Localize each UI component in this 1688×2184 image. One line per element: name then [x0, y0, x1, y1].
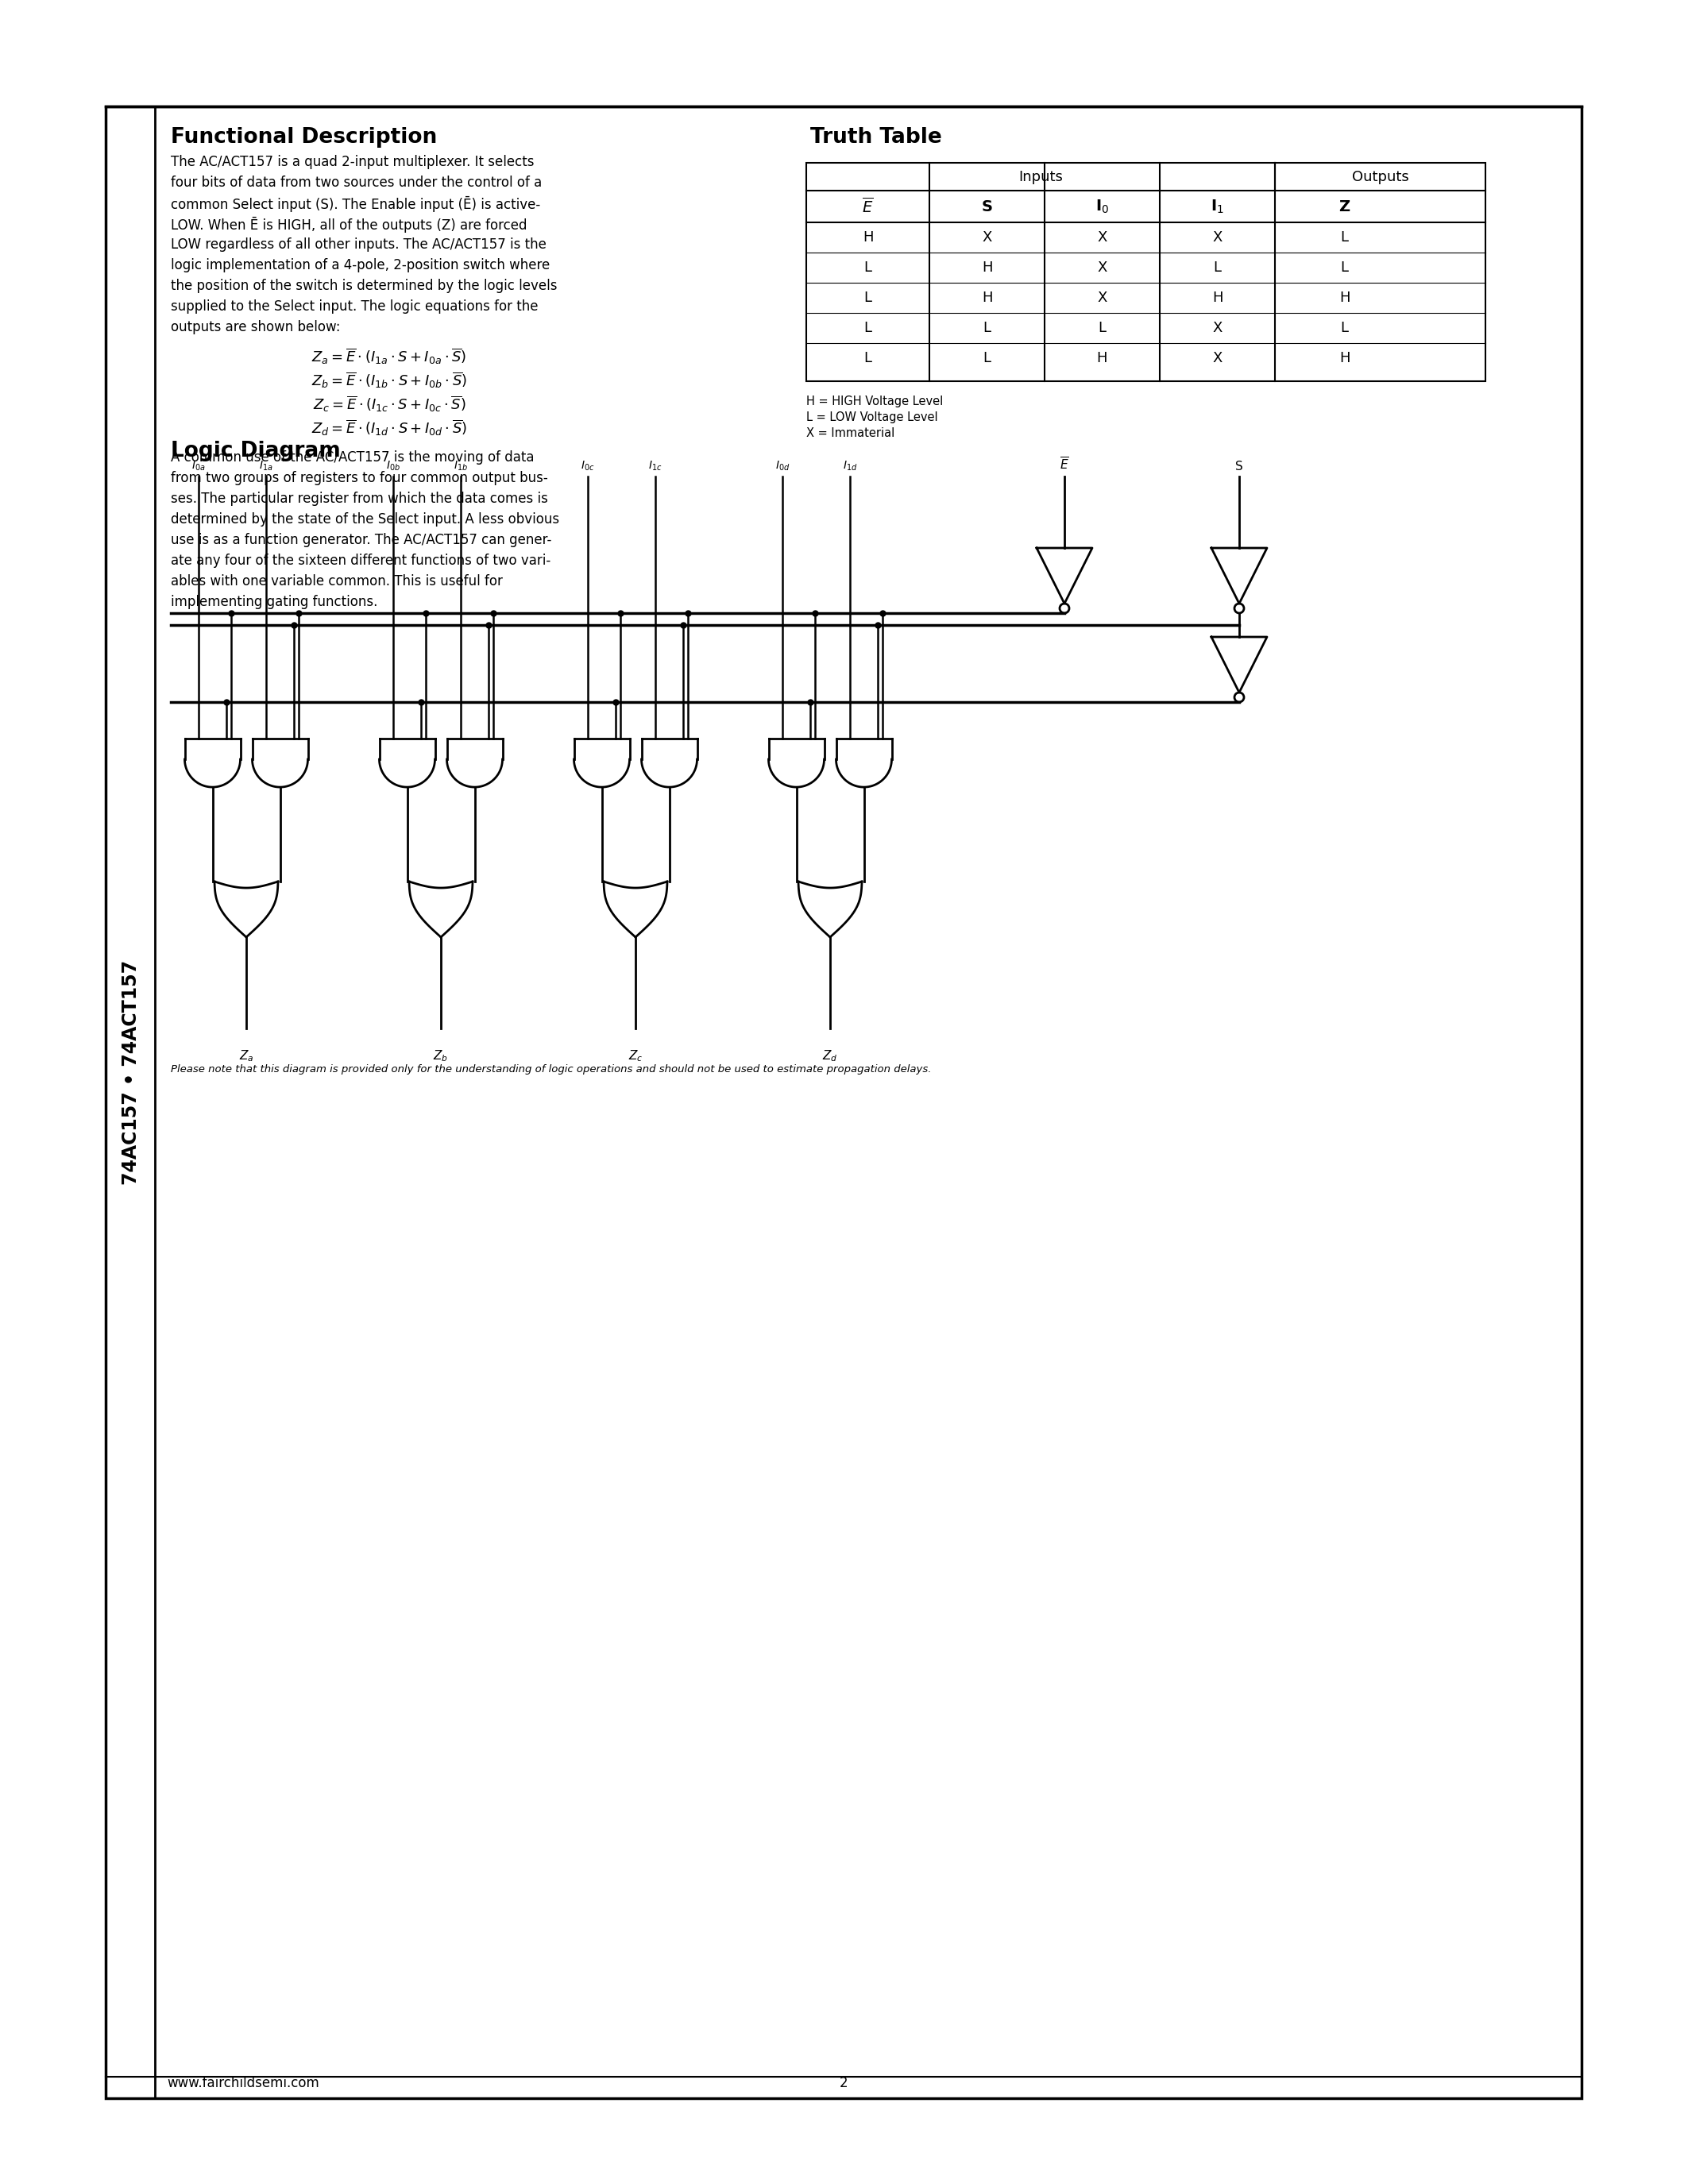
Text: 2: 2	[839, 2077, 847, 2090]
Text: $Z_d = \overline{E} \cdot (I_{1d} \cdot S + I_{0d} \cdot \overline{S})$: $Z_d = \overline{E} \cdot (I_{1d} \cdot …	[311, 419, 468, 439]
Text: $I_{0a}$: $I_{0a}$	[192, 459, 206, 472]
Text: X: X	[1212, 352, 1222, 365]
Text: H: H	[982, 290, 993, 306]
Text: www.fairchildsemi.com: www.fairchildsemi.com	[167, 2077, 319, 2090]
Text: ables with one variable common. This is useful for: ables with one variable common. This is …	[170, 574, 503, 587]
Text: Inputs: Inputs	[1018, 170, 1063, 183]
Text: $Z_a$: $Z_a$	[240, 1048, 253, 1064]
Text: I$_1$: I$_1$	[1210, 199, 1224, 214]
Text: X: X	[1097, 229, 1107, 245]
Text: H = HIGH Voltage Level: H = HIGH Voltage Level	[807, 395, 944, 408]
Text: Functional Description: Functional Description	[170, 127, 437, 149]
Text: X = Immaterial: X = Immaterial	[807, 428, 895, 439]
Text: LOW regardless of all other inputs. The AC/ACT157 is the: LOW regardless of all other inputs. The …	[170, 238, 547, 251]
Text: $\overline{E}$: $\overline{E}$	[1060, 456, 1069, 472]
Text: X: X	[1097, 260, 1107, 275]
Text: L: L	[1340, 260, 1349, 275]
Text: $I_{1b}$: $I_{1b}$	[454, 459, 468, 472]
Text: X: X	[982, 229, 993, 245]
Text: $I_{1c}$: $I_{1c}$	[648, 459, 662, 472]
Text: H: H	[863, 229, 873, 245]
Text: ate any four of the sixteen different functions of two vari-: ate any four of the sixteen different fu…	[170, 553, 550, 568]
Text: I$_0$: I$_0$	[1096, 199, 1109, 214]
Text: supplied to the Select input. The logic equations for the: supplied to the Select input. The logic …	[170, 299, 538, 314]
Text: A common use of the AC/ACT157 is the moving of data: A common use of the AC/ACT157 is the mov…	[170, 450, 533, 465]
Text: $I_{0b}$: $I_{0b}$	[387, 459, 400, 472]
Text: 74AC157 • 74ACT157: 74AC157 • 74ACT157	[122, 959, 140, 1184]
Text: H: H	[1339, 290, 1350, 306]
Text: $I_{1a}$: $I_{1a}$	[260, 459, 273, 472]
Text: $I_{1d}$: $I_{1d}$	[842, 459, 858, 472]
Text: L: L	[982, 321, 991, 334]
Text: $Z_a = \overline{E} \cdot (I_{1a} \cdot S + I_{0a} \cdot \overline{S})$: $Z_a = \overline{E} \cdot (I_{1a} \cdot …	[312, 347, 468, 367]
Text: L: L	[1099, 321, 1106, 334]
Text: X: X	[1212, 229, 1222, 245]
Text: X: X	[1212, 321, 1222, 334]
Text: The AC/ACT157 is a quad 2-input multiplexer. It selects: The AC/ACT157 is a quad 2-input multiple…	[170, 155, 533, 168]
Text: outputs are shown below:: outputs are shown below:	[170, 321, 341, 334]
Text: H: H	[982, 260, 993, 275]
Text: Please note that this diagram is provided only for the understanding of logic op: Please note that this diagram is provide…	[170, 1064, 932, 1075]
Text: $I_{0d}$: $I_{0d}$	[775, 459, 790, 472]
Text: implementing gating functions.: implementing gating functions.	[170, 594, 378, 609]
Text: $Z_b$: $Z_b$	[434, 1048, 449, 1064]
Text: L: L	[864, 260, 871, 275]
Text: $Z_c$: $Z_c$	[628, 1048, 643, 1064]
Bar	[106, 107, 1582, 2099]
Text: use is as a function generator. The AC/ACT157 can gener-: use is as a function generator. The AC/A…	[170, 533, 552, 548]
Text: Outputs: Outputs	[1352, 170, 1409, 183]
Text: S: S	[1236, 461, 1242, 472]
Text: S: S	[981, 199, 993, 214]
Text: L: L	[864, 321, 871, 334]
Text: L: L	[864, 290, 871, 306]
Text: four bits of data from two sources under the control of a: four bits of data from two sources under…	[170, 175, 542, 190]
Text: H: H	[1212, 290, 1222, 306]
Text: L: L	[1214, 260, 1222, 275]
Text: L: L	[1340, 229, 1349, 245]
Text: determined by the state of the Select input. A less obvious: determined by the state of the Select in…	[170, 513, 559, 526]
Text: Truth Table: Truth Table	[810, 127, 942, 149]
Text: $Z_b = \overline{E} \cdot (I_{1b} \cdot S + I_{0b} \cdot \overline{S})$: $Z_b = \overline{E} \cdot (I_{1b} \cdot …	[311, 371, 468, 391]
Text: L: L	[1340, 321, 1349, 334]
Text: ses. The particular register from which the data comes is: ses. The particular register from which …	[170, 491, 549, 507]
Text: $\overline{E}$: $\overline{E}$	[863, 197, 873, 216]
Text: from two groups of registers to four common output bus-: from two groups of registers to four com…	[170, 472, 549, 485]
Text: LOW. When Ē is HIGH, all of the outputs (Z) are forced: LOW. When Ē is HIGH, all of the outputs …	[170, 216, 527, 234]
Text: L: L	[864, 352, 871, 365]
Text: $Z_d$: $Z_d$	[822, 1048, 837, 1064]
Text: the position of the switch is determined by the logic levels: the position of the switch is determined…	[170, 280, 557, 293]
Text: H: H	[1097, 352, 1107, 365]
Text: $I_{0c}$: $I_{0c}$	[581, 459, 594, 472]
Text: Logic Diagram: Logic Diagram	[170, 441, 341, 461]
Text: logic implementation of a 4-pole, 2-position switch where: logic implementation of a 4-pole, 2-posi…	[170, 258, 550, 273]
Text: H: H	[1339, 352, 1350, 365]
Text: Z: Z	[1339, 199, 1350, 214]
Text: L = LOW Voltage Level: L = LOW Voltage Level	[807, 411, 939, 424]
Text: $Z_c = \overline{E} \cdot (I_{1c} \cdot S + I_{0c} \cdot \overline{S})$: $Z_c = \overline{E} \cdot (I_{1c} \cdot …	[312, 395, 466, 415]
Text: common Select input (S). The Enable input (Ē) is active-: common Select input (S). The Enable inpu…	[170, 197, 540, 212]
Text: X: X	[1097, 290, 1107, 306]
Text: L: L	[982, 352, 991, 365]
Bar	[807, 164, 1485, 382]
